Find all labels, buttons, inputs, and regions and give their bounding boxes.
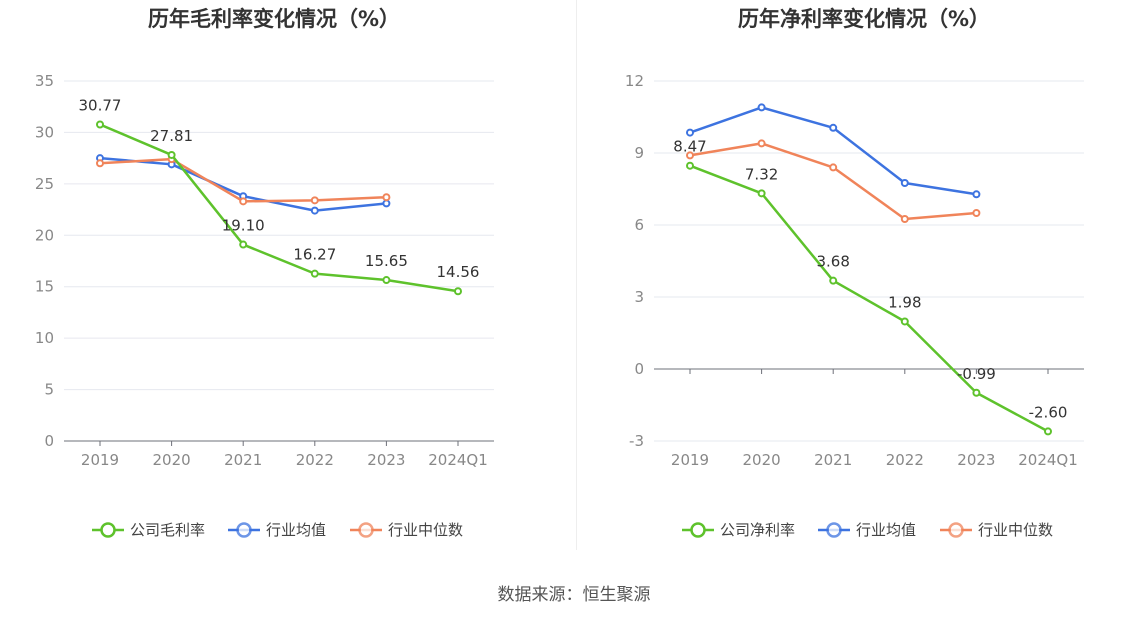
y-tick-label: 10 [35,329,54,347]
data-point [972,190,981,199]
data-point [239,197,248,206]
legend-label: 行业中位数 [978,521,1053,539]
data-point [900,179,909,187]
gross-margin-chart: 历年毛利率变化情况（%） 0 5 10 15 20 25 30 35 2019 2020 2021 20… [0,0,574,560]
x-tick-label: 2020 [743,451,781,469]
chart-title: 历年净利率变化情况（%） [738,7,990,31]
data-point [1044,427,1052,436]
y-tick-label: 30 [35,123,54,141]
data-label: 8.47 [673,138,706,156]
data-point [382,276,391,285]
data-point [686,161,694,170]
x-tick-label: 2024Q1 [428,451,488,469]
data-point [310,269,319,278]
data-point [310,206,319,215]
series-line-company [99,123,459,293]
data-point [686,128,694,137]
y-tick-label: 25 [35,175,54,193]
data-label: 16.27 [293,246,336,264]
data-point [686,151,694,160]
y-tick-label: 6 [634,216,644,234]
data-point [382,199,391,208]
data-point [96,159,104,168]
x-tick-label: 2019 [671,451,709,469]
legend-label: 行业中位数 [388,521,463,539]
data-point [757,189,766,198]
data-point [900,215,909,223]
data-point [454,287,462,296]
data-point [757,103,766,112]
y-tick-label: -3 [629,432,644,450]
chart-title: 历年毛利率变化情况（%） [148,7,400,31]
y-tick-label: 9 [634,144,644,162]
y-tick-label: 5 [44,381,54,399]
y-tick-label: 35 [35,72,54,90]
y-tick-label: 3 [634,288,644,306]
legend-label: 行业均值 [856,521,916,539]
series-line-company [689,164,1049,433]
data-point [382,193,391,202]
x-tick-label: 2022 [296,451,334,469]
legend-marker [236,522,252,538]
data-label: 7.32 [745,165,778,183]
net-margin-chart: 历年净利率变化情况（%） -3 0 3 6 9 12 2019 2020 2021 2022 2023… [574,0,1148,560]
x-tick-label: 2021 [224,451,262,469]
x-tick-label: 2023 [957,451,995,469]
legend-marker [690,522,706,538]
legend-label: 公司毛利率 [130,521,205,539]
legend-marker [826,522,842,538]
data-point [829,276,838,285]
legend-marker [948,522,964,538]
y-tick-label: 0 [44,432,54,450]
data-label: 27.81 [150,127,193,145]
x-tick-label: 2020 [153,451,191,469]
data-label: 14.56 [437,263,480,281]
data-label: 19.10 [222,217,265,235]
data-point [310,196,319,205]
legend-marker [358,522,374,538]
data-label: 30.77 [79,97,122,115]
data-label: 15.65 [365,252,408,270]
y-tick-label: 12 [625,72,644,90]
data-point [757,139,766,148]
data-label: -0.99 [957,365,996,383]
data-label: -2.60 [1029,403,1068,421]
data-point [167,150,176,159]
y-tick-label: 15 [35,278,54,296]
data-point [972,209,981,217]
legend-marker [100,522,116,538]
y-tick-label: 0 [634,360,644,378]
legend-label: 公司净利率 [720,521,795,539]
x-tick-label: 2023 [367,451,405,469]
y-tick-label: 20 [35,226,54,244]
data-point [829,123,838,132]
x-tick-label: 2019 [81,451,119,469]
panel-divider [576,0,577,550]
data-source-note: 数据来源：恒生聚源 [497,585,651,605]
net-margin-chart-svg: 历年净利率变化情况（%） -3 0 3 6 9 12 2019 2020 2021 2022 2023… [625,7,1084,539]
x-tick-label: 2024Q1 [1018,451,1078,469]
data-point [239,240,248,249]
data-label: 3.68 [816,253,849,271]
gross-margin-chart-svg: 历年毛利率变化情况（%） 0 5 10 15 20 25 30 35 2019 2020 2021 20… [35,7,494,539]
x-tick-label: 2022 [886,451,924,469]
data-label: 1.98 [888,293,921,311]
data-point [972,388,981,397]
data-point [829,163,838,172]
data-point [96,120,104,129]
legend-label: 行业均值 [266,521,326,539]
x-tick-label: 2021 [814,451,852,469]
data-point [900,317,909,326]
